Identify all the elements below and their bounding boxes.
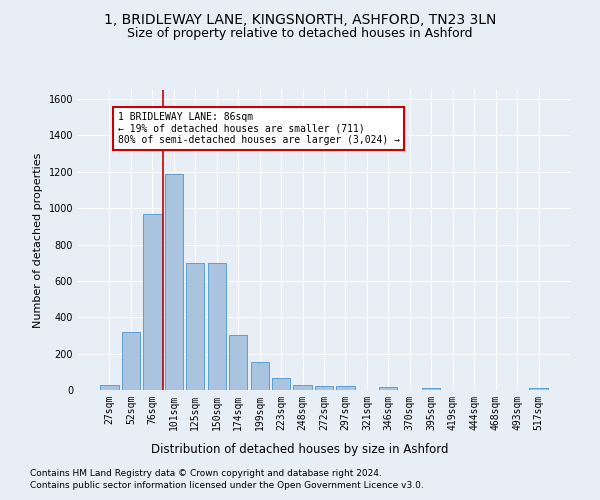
Text: Size of property relative to detached houses in Ashford: Size of property relative to detached ho… xyxy=(127,28,473,40)
Text: 1 BRIDLEWAY LANE: 86sqm
← 19% of detached houses are smaller (711)
80% of semi-d: 1 BRIDLEWAY LANE: 86sqm ← 19% of detache… xyxy=(118,112,400,145)
Bar xyxy=(229,336,247,390)
Bar xyxy=(165,174,183,390)
Y-axis label: Number of detached properties: Number of detached properties xyxy=(33,152,43,328)
Bar xyxy=(251,362,269,390)
Bar xyxy=(186,262,205,390)
Bar xyxy=(379,388,397,390)
Bar xyxy=(293,384,311,390)
Bar xyxy=(337,386,355,390)
Bar xyxy=(272,378,290,390)
Bar xyxy=(100,384,119,390)
Bar xyxy=(315,386,333,390)
Text: 1, BRIDLEWAY LANE, KINGSNORTH, ASHFORD, TN23 3LN: 1, BRIDLEWAY LANE, KINGSNORTH, ASHFORD, … xyxy=(104,12,496,26)
Bar xyxy=(208,262,226,390)
Bar xyxy=(122,332,140,390)
Bar xyxy=(529,388,548,390)
Text: Contains public sector information licensed under the Open Government Licence v3: Contains public sector information licen… xyxy=(30,481,424,490)
Bar xyxy=(143,214,161,390)
Text: Contains HM Land Registry data © Crown copyright and database right 2024.: Contains HM Land Registry data © Crown c… xyxy=(30,468,382,477)
Text: Distribution of detached houses by size in Ashford: Distribution of detached houses by size … xyxy=(151,442,449,456)
Bar xyxy=(422,388,440,390)
